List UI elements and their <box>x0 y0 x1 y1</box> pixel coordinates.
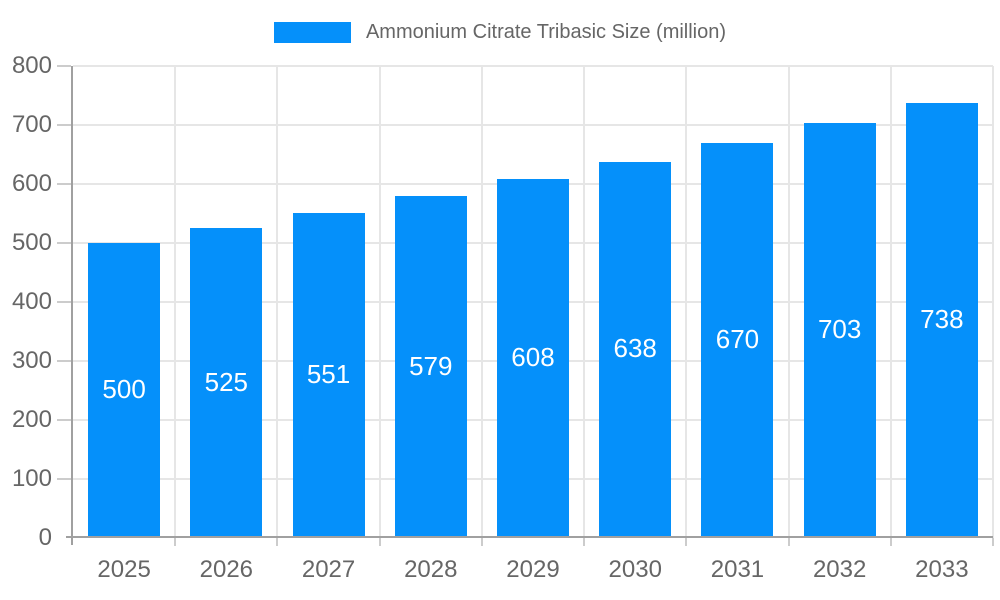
y-axis-label: 600 <box>11 170 52 197</box>
y-axis-label: 500 <box>11 229 52 256</box>
y-axis-label: 100 <box>11 465 52 492</box>
y-tick <box>57 478 71 480</box>
x-tick <box>787 538 790 546</box>
legend-label: Ammonium Citrate Tribasic Size (million) <box>365 21 727 43</box>
x-axis-label: 2030 <box>608 556 662 583</box>
v-gridline <box>276 66 279 538</box>
bar-value-label: 670 <box>715 323 760 354</box>
bar-value-label: 579 <box>409 350 453 381</box>
bar[interactable]: 738 <box>905 102 978 536</box>
bar-value-label: 525 <box>204 366 249 397</box>
y-tick <box>57 124 71 126</box>
y-axis-label: 300 <box>11 347 52 374</box>
x-axis-label: 2025 <box>97 556 151 583</box>
legend: Ammonium Citrate Tribasic Size (million) <box>0 21 1000 44</box>
y-axis-label: 700 <box>11 111 52 138</box>
y-tick <box>57 301 71 303</box>
x-axis-label: 2028 <box>404 556 458 583</box>
bar[interactable]: 608 <box>497 179 569 536</box>
x-axis-label: 2026 <box>199 556 254 583</box>
x-tick <box>378 538 381 546</box>
v-gridline <box>889 66 892 538</box>
x-axis-label: 2032 <box>812 556 867 583</box>
bar-value-label: 608 <box>511 342 555 373</box>
y-tick <box>57 65 71 67</box>
y-axis-label: 800 <box>11 52 52 79</box>
bar-value-label: 551 <box>306 358 351 389</box>
v-gridline <box>787 66 790 538</box>
x-axis-label: 2029 <box>506 556 560 583</box>
y-tick <box>57 419 71 421</box>
legend-item[interactable]: Ammonium Citrate Tribasic Size (million) <box>273 21 727 44</box>
x-axis-line <box>66 536 993 538</box>
v-gridline <box>992 66 994 538</box>
x-tick <box>276 538 279 546</box>
bar-value-label: 738 <box>920 303 964 334</box>
y-axis-label: 0 <box>38 524 52 551</box>
x-axis-label: 2031 <box>710 556 765 583</box>
x-axis-label: 2033 <box>915 556 969 583</box>
x-tick <box>685 538 688 546</box>
v-gridline <box>480 66 483 538</box>
x-tick <box>583 538 586 546</box>
y-axis-label: 400 <box>11 288 52 315</box>
y-tick <box>57 360 71 362</box>
bar[interactable]: 500 <box>88 243 161 536</box>
bar[interactable]: 638 <box>599 161 672 536</box>
y-tick <box>57 242 71 244</box>
h-gridline <box>73 124 993 126</box>
bar[interactable]: 703 <box>803 123 876 536</box>
bar[interactable]: 551 <box>292 212 365 536</box>
v-gridline <box>583 66 586 538</box>
x-axis-label: 2027 <box>301 556 356 583</box>
bar-value-label: 703 <box>817 314 862 345</box>
y-tick <box>57 183 71 185</box>
h-gridline <box>73 65 993 67</box>
v-gridline <box>378 66 381 538</box>
legend-swatch-icon <box>273 22 351 43</box>
x-tick <box>174 538 177 546</box>
y-axis-line <box>71 66 73 545</box>
bar[interactable]: 525 <box>190 228 263 536</box>
bar[interactable]: 670 <box>701 142 774 536</box>
bar-value-label: 638 <box>613 333 657 364</box>
v-gridline <box>685 66 688 538</box>
bar-value-label: 500 <box>102 374 146 404</box>
bar[interactable]: 579 <box>394 196 467 536</box>
v-gridline <box>174 66 177 538</box>
plot-area: 500 525 551 579 608 638 670 703 738 <box>57 65 994 546</box>
x-tick <box>889 538 892 546</box>
x-tick <box>992 538 994 546</box>
y-axis-label: 200 <box>11 406 52 433</box>
x-tick <box>480 538 483 546</box>
